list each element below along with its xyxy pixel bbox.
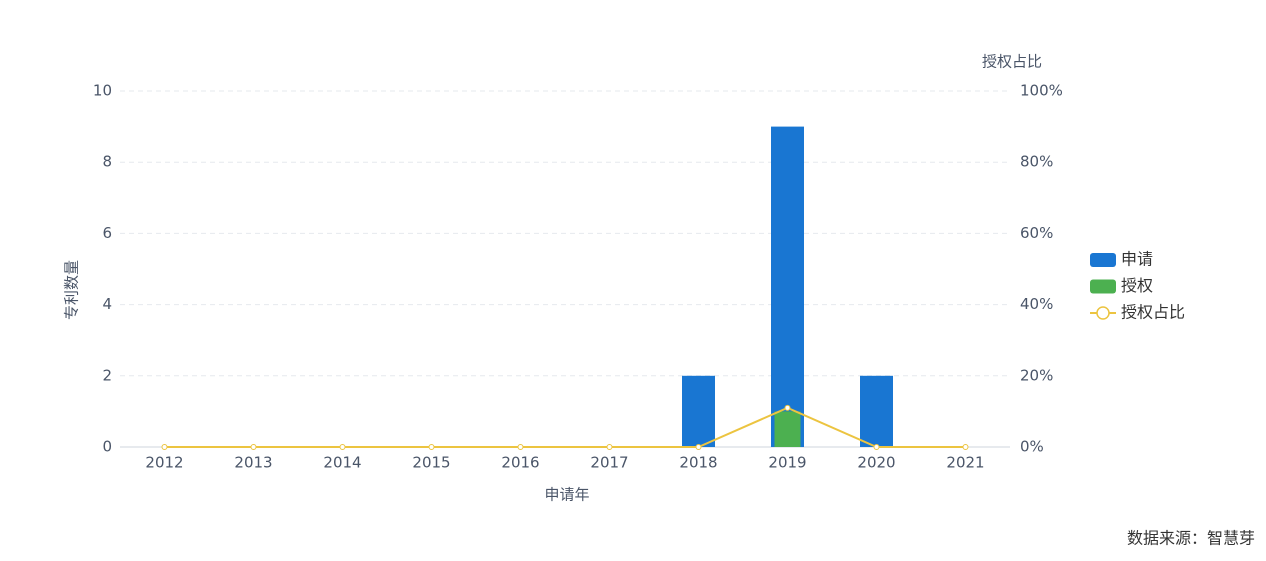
y-axis-title: 专利数量 (63, 260, 81, 320)
line-point (339, 444, 346, 450)
bar (774, 411, 801, 447)
y2-axis-title: 授权占比 (982, 53, 1042, 71)
legend-label: 授权占比 (1121, 303, 1185, 322)
y-tick-label: 2 (102, 366, 112, 384)
line-point (784, 404, 791, 411)
legend-label: 授权 (1121, 276, 1153, 295)
y2-tick-label: 80% (1020, 153, 1053, 171)
legend-label: 申请 (1121, 250, 1153, 269)
y2-tick-label: 100% (1020, 82, 1063, 100)
y2-tick-label: 20% (1020, 366, 1053, 384)
x-tick-label: 2012 (145, 454, 183, 472)
line-point (695, 444, 702, 450)
x-tick-label: 2015 (412, 454, 450, 472)
line (164, 406, 966, 448)
x-tick-label: 2021 (946, 454, 984, 472)
bar (771, 126, 804, 447)
bar (682, 375, 715, 447)
x-tick-label: 2014 (323, 454, 361, 472)
line-point (606, 444, 613, 450)
y2-tick-label: 40% (1020, 295, 1053, 313)
x-tick-label: 2018 (679, 454, 717, 472)
x-tick-label: 2016 (501, 454, 539, 472)
y2-tick-label: 60% (1020, 224, 1053, 242)
source-note: 数据来源：智慧芽 (1127, 529, 1255, 548)
bar (860, 375, 893, 447)
y-tick-label: 6 (102, 224, 112, 242)
y-tick-label: 10 (93, 82, 112, 100)
line-point (962, 444, 969, 450)
legend-swatch (1090, 279, 1116, 294)
y-tick-label: 8 (102, 153, 112, 171)
x-tick-label: 2020 (857, 454, 895, 472)
line-point (250, 444, 257, 450)
y-tick-label: 0 (102, 438, 112, 456)
legend-swatch (1096, 306, 1110, 320)
x-tick-label: 2019 (768, 454, 806, 472)
x-tick-label: 2017 (590, 454, 628, 472)
y2-tick-label: 0% (1020, 438, 1044, 456)
line-point (873, 444, 880, 450)
x-tick-label: 2013 (234, 454, 272, 472)
legend-swatch (1090, 253, 1116, 267)
x-axis-title: 申请年 (544, 486, 589, 504)
line-point (428, 444, 435, 450)
line-point (517, 444, 524, 450)
y-tick-label: 4 (102, 295, 112, 313)
line-point (161, 444, 168, 450)
